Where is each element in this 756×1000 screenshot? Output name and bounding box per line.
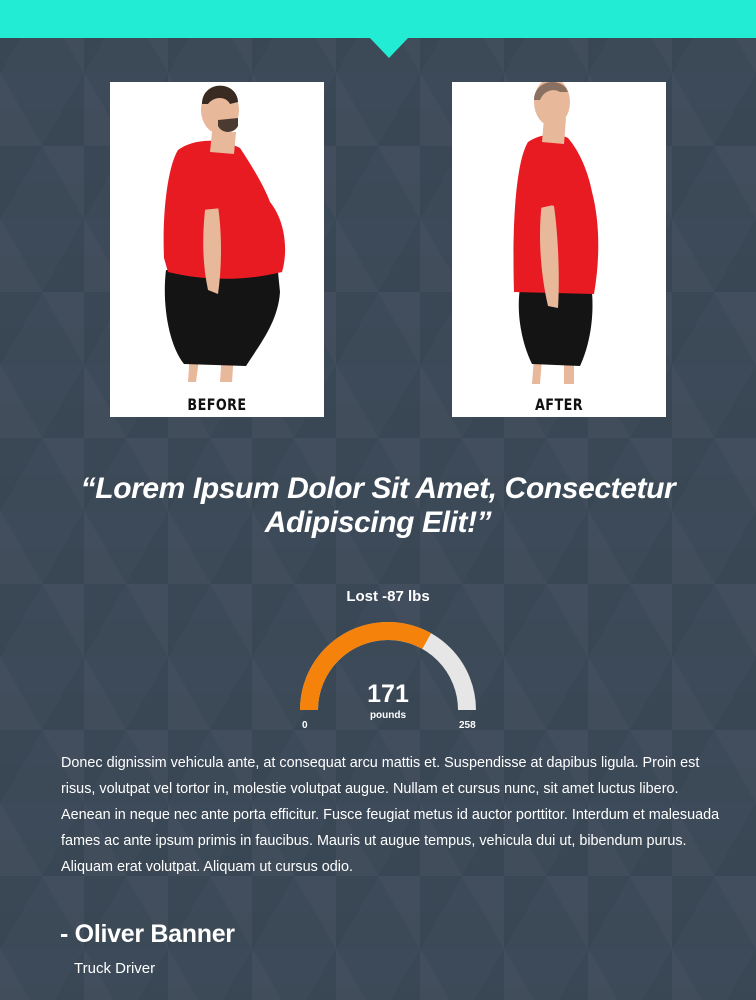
before-person-illustration	[163, 85, 286, 382]
testimonial-body: Donec dignissim vehicula ante, at conseq…	[61, 755, 720, 875]
author-role: Truck Driver	[74, 960, 156, 977]
after-caption: AFTER	[535, 395, 583, 414]
gauge-title: Lost -87 lbs	[346, 588, 430, 605]
gauge-max-label: 258	[459, 720, 476, 731]
after-person-illustration	[513, 82, 599, 384]
after-photo: AFTER	[452, 82, 666, 417]
gauge-min-label: 0	[302, 720, 308, 731]
gauge-fill	[300, 622, 432, 711]
weight-gauge	[300, 622, 476, 711]
testimonial-quote: “Lorem Ipsum Dolor Sit Amet, Consectetur…	[80, 472, 676, 539]
before-caption: BEFORE	[187, 395, 247, 414]
gauge-value: 171	[367, 680, 409, 708]
before-photo: BEFORE	[110, 82, 324, 417]
gauge-unit: pounds	[369, 710, 407, 721]
top-notch-arrow	[369, 37, 409, 58]
author-name: - Oliver Banner	[60, 920, 235, 948]
top-accent-bar	[0, 0, 756, 38]
